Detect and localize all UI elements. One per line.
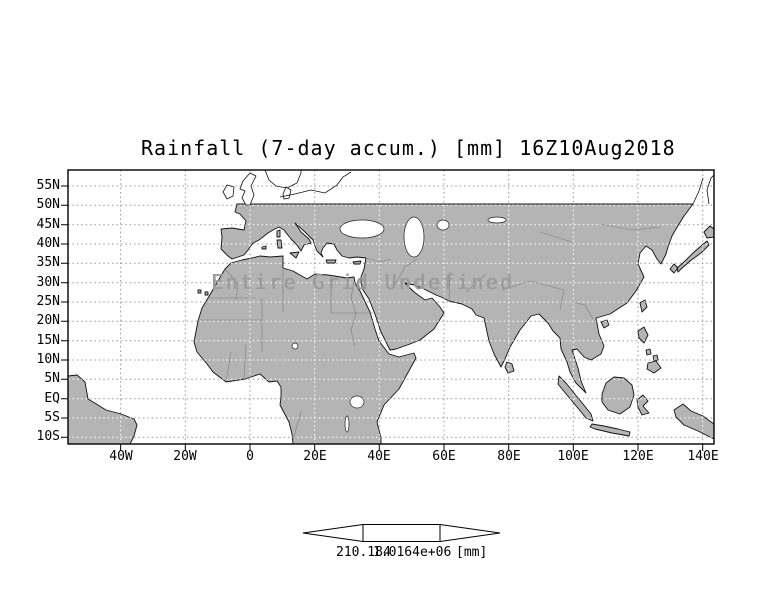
lon-label-40w: 40W xyxy=(109,449,133,464)
axis-ticks xyxy=(61,185,704,451)
lat-label-15n: 15N xyxy=(36,333,60,348)
lon-label-60e: 60E xyxy=(432,449,456,464)
lat-label-10s: 10S xyxy=(36,429,60,444)
lat-label-50n: 50N xyxy=(36,197,60,212)
caspian-sea xyxy=(403,216,425,258)
lat-label-30n: 30N xyxy=(36,275,60,290)
landmass-new-guinea xyxy=(673,403,714,440)
lon-label-80e: 80E xyxy=(497,449,521,464)
map-area xyxy=(68,170,714,444)
lat-label-55n: 55N xyxy=(36,178,60,193)
colorbar-max-label: 1.0164e+06 xyxy=(373,545,452,560)
internal-borders xyxy=(200,223,661,441)
lat-label-20n: 20N xyxy=(36,313,60,328)
lon-label-100e: 100E xyxy=(557,449,589,464)
okhotsk-coastline xyxy=(692,174,714,205)
landmass-java xyxy=(589,423,631,437)
landmass-philippines xyxy=(637,326,662,374)
chart-title: Rainfall (7-day accum.) [mm] 16Z10Aug201… xyxy=(141,136,676,160)
lat-label-40n: 40N xyxy=(36,236,60,251)
colorbar-min-label: 210.184 xyxy=(336,545,391,560)
lon-label-20w: 20W xyxy=(173,449,197,464)
colorbar-shape xyxy=(302,524,501,542)
colorbar xyxy=(302,524,501,542)
colorbar-dividers xyxy=(362,524,441,542)
landmass-japan xyxy=(669,225,714,274)
landmass-borneo xyxy=(601,376,635,415)
landmass-sulawesi xyxy=(636,394,650,416)
lat-label-eq: EQ xyxy=(44,391,60,406)
lon-label-0: 0 xyxy=(246,449,254,464)
lon-label-40e: 40E xyxy=(367,449,391,464)
aral-sea xyxy=(436,219,450,231)
lon-label-20e: 20E xyxy=(303,449,327,464)
northern-coastlines xyxy=(222,170,714,206)
lat-label-25n: 25N xyxy=(36,294,60,309)
lake-victoria xyxy=(349,395,365,409)
lat-label-5n: 5N xyxy=(44,371,60,386)
lake-balkhash xyxy=(487,216,507,224)
map-frame xyxy=(67,169,715,445)
colorbar-units-label: [mm] xyxy=(456,545,488,560)
black-sea xyxy=(339,219,385,239)
grid-undefined-message: Entire Grid Undefined xyxy=(211,270,515,294)
lake-tanganyika xyxy=(344,415,350,433)
denmark-outline xyxy=(282,186,292,200)
ireland-outline xyxy=(222,184,235,200)
lat-label-35n: 35N xyxy=(36,255,60,270)
landmass-sri-lanka xyxy=(504,361,515,374)
lakes xyxy=(291,216,507,433)
landmasses xyxy=(68,203,714,444)
baltic-coastline xyxy=(279,171,352,198)
lon-label-140e: 140E xyxy=(687,449,719,464)
scandinavia-outline xyxy=(264,170,302,189)
lat-label-5s: 5S xyxy=(44,410,60,425)
britain-outline xyxy=(239,172,257,206)
lat-label-45n: 45N xyxy=(36,217,60,232)
lake-chad xyxy=(291,342,299,350)
landmass-south-america xyxy=(68,374,138,444)
lat-label-10n: 10N xyxy=(36,352,60,367)
lon-label-120e: 120E xyxy=(622,449,654,464)
